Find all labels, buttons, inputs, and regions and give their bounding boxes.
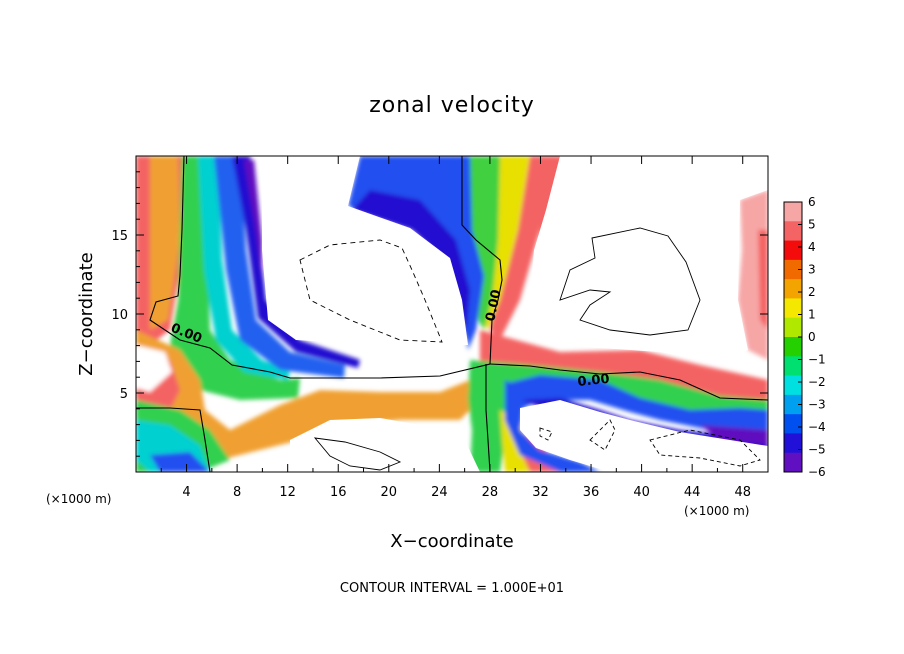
x-tick-label-2: 12 <box>279 485 296 500</box>
colorbar-tick-label-12: −6 <box>808 465 826 479</box>
colorbar-swatch-4 <box>784 279 802 299</box>
x-ticks <box>160 156 744 472</box>
z-units-label: (×1000 m) <box>46 492 111 506</box>
thin-contour-low <box>313 437 402 471</box>
y-ticks <box>136 171 768 457</box>
colorbar-tick-label-9: −3 <box>808 398 826 412</box>
colorbar-swatch-8 <box>784 356 802 377</box>
x-tick-label-1: 8 <box>233 485 241 500</box>
field-lowleft-blue <box>150 452 210 472</box>
colorbar-tick-label-4: 2 <box>808 285 816 299</box>
colorbar-swatch-11 <box>784 414 802 434</box>
dashed-contour-low3 <box>649 429 761 467</box>
x-tick-label-5: 24 <box>431 485 448 500</box>
colorbar <box>783 201 803 473</box>
contour-label-3: 0.00 <box>577 372 610 390</box>
colorbar-tick-label-10: −4 <box>808 420 826 434</box>
colorbar-swatch-1 <box>784 221 802 242</box>
field-left-cyan <box>198 156 290 380</box>
contour-label-2: 0.00 <box>483 288 504 322</box>
colorbar-swatch-5 <box>784 298 802 319</box>
y-tick-label-1: 10 <box>111 308 128 323</box>
zero-contour-left <box>149 156 503 379</box>
colorbar-tick-label-2: 4 <box>808 240 816 254</box>
colorbar-tick-label-3: 3 <box>808 263 816 277</box>
x-axis-label: X−coordinate <box>390 531 513 552</box>
colorbar-tick-label-7: −1 <box>808 353 826 367</box>
field-left-darkblue <box>232 156 360 368</box>
zero-contour-band <box>489 363 768 401</box>
contour-interval-note: CONTOUR INTERVAL = 1.000E+01 <box>340 581 564 596</box>
colorbar-tick-label-8: −2 <box>808 375 826 389</box>
field-left-pocket <box>136 345 172 392</box>
colorbar-tick-label-1: 5 <box>808 218 816 232</box>
colorbar-swatch-12 <box>784 433 802 454</box>
x-tick-label-4: 20 <box>381 485 398 500</box>
x-tick-label-3: 16 <box>330 485 347 500</box>
chart-title: zonal velocity <box>369 93 535 118</box>
x-tick-label-11: 48 <box>734 485 751 500</box>
field-lowleft-orange <box>136 330 480 460</box>
field-left-orange <box>150 156 180 330</box>
colorbar-tick-label-5: 1 <box>808 308 816 322</box>
x-tick-label-10: 44 <box>684 485 701 500</box>
zero-contour-low <box>136 407 211 472</box>
x-tick-labels: 4 8 12 16 20 24 28 32 36 40 44 48 <box>182 485 751 500</box>
y-axis-label: Z−coordinate <box>76 252 97 375</box>
colorbar-swatch-7 <box>784 337 802 357</box>
white-zones <box>262 156 768 472</box>
colorbar-labels: 6 5 4 3 2 1 0 −1 −2 −3 −4 −5 −6 <box>808 195 826 479</box>
field-center-green <box>468 360 510 472</box>
colorbar-swatch-0 <box>784 202 802 222</box>
y-tick-label-0: 5 <box>120 387 128 402</box>
field-center-blue <box>505 380 600 472</box>
dashed-contour-mid <box>299 239 443 343</box>
field-left-blue <box>214 156 345 378</box>
colorbar-tick-label-11: −5 <box>808 443 826 457</box>
zero-contour-center <box>485 364 491 472</box>
contour-lines <box>136 156 768 472</box>
colorbar-swatch-2 <box>784 240 802 261</box>
colorbar-swatch-13 <box>784 452 802 473</box>
y-tick-labels: 5 10 15 <box>111 229 128 402</box>
colorbar-swatch-6 <box>784 317 802 338</box>
field-right-edge-red2 <box>758 230 768 330</box>
x-tick-label-0: 4 <box>182 485 190 500</box>
x-units-label: (×1000 m) <box>684 504 749 518</box>
thin-contour-right <box>559 227 701 336</box>
x-tick-label-7: 32 <box>532 485 549 500</box>
colorbar-tick-label-0: 6 <box>808 195 816 209</box>
field-band-blue <box>500 375 768 440</box>
field-mid-darkblue <box>352 190 470 340</box>
x-tick-label-8: 36 <box>583 485 600 500</box>
colorbar-tick-label-6: 0 <box>808 330 816 344</box>
field-left-purple <box>244 160 262 280</box>
colorbar-swatch-9 <box>784 375 802 396</box>
x-tick-label-9: 40 <box>633 485 650 500</box>
colorbar-swatch-10 <box>784 394 802 415</box>
field-right-purple <box>700 425 768 445</box>
plot-frame <box>135 155 769 473</box>
x-tick-label-6: 28 <box>482 485 499 500</box>
velocity-field <box>136 156 768 472</box>
dashed-contour-low2 <box>539 427 553 441</box>
y-tick-label-2: 15 <box>111 229 128 244</box>
colorbar-swatch-3 <box>784 259 802 280</box>
